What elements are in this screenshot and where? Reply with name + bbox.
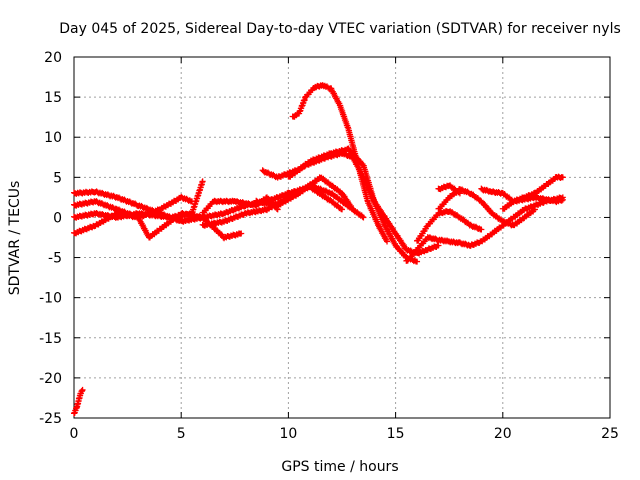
data-point-markers	[414, 208, 485, 244]
data-point-markers	[499, 194, 566, 212]
y-tick-label: 5	[53, 170, 62, 186]
axis-ticks: 0 5 10 15 20 25 -25 -20 -15 -10 -5 0 5 10 15 20	[39, 50, 619, 442]
x-axis-title: GPS time / hours	[281, 459, 398, 475]
data-point-markers	[435, 182, 463, 197]
series-arc-5	[71, 178, 206, 221]
x-tick-label: 20	[494, 426, 512, 442]
y-tick-label: -25	[39, 411, 62, 427]
series-arc-17	[499, 194, 566, 212]
series-arc-15	[435, 182, 463, 197]
series-arc-1	[71, 386, 86, 417]
y-tick-label: 15	[44, 90, 62, 106]
y-tick-label: 20	[44, 50, 62, 66]
y-tick-label: -15	[39, 331, 62, 347]
y-tick-label: -10	[39, 291, 62, 307]
y-tick-label: -20	[39, 371, 62, 387]
x-tick-label: 10	[279, 426, 297, 442]
x-tick-label: 15	[387, 426, 405, 442]
series-arc-8	[253, 174, 367, 221]
data-point-markers	[71, 386, 86, 417]
plot-frame	[73, 56, 611, 419]
series-layer	[71, 82, 566, 417]
y-tick-label: -5	[48, 251, 62, 267]
series-arc-13	[414, 208, 485, 244]
x-tick-label: 5	[177, 426, 186, 442]
y-axis-title: SDTVAR / TECUs	[7, 181, 23, 296]
y-tick-label: 0	[53, 210, 62, 226]
data-point-markers	[253, 174, 367, 221]
y-tick-label: 10	[44, 130, 62, 146]
x-tick-label: 25	[601, 426, 619, 442]
chart-title: Day 045 of 2025, Sidereal Day-to-day VTE…	[59, 21, 621, 37]
x-tick-label: 0	[70, 426, 79, 442]
data-point-markers	[71, 178, 206, 221]
